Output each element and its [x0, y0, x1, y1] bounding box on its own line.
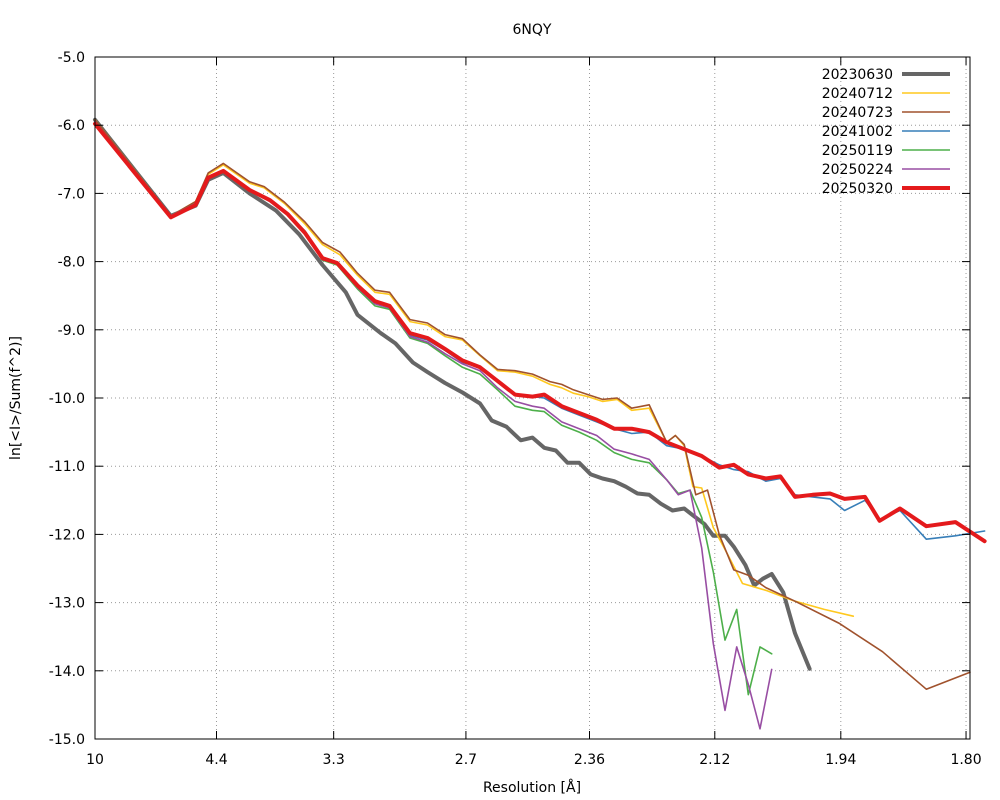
y-tick-label: -11.0	[49, 459, 85, 475]
x-tick-label: 2.7	[455, 752, 477, 768]
y-tick-label: -10.0	[49, 391, 85, 407]
legend-label: 20241002	[822, 124, 893, 140]
series-line-20250224	[94, 121, 773, 730]
y-tick-label: -15.0	[49, 732, 85, 748]
series-line-20250320	[93, 121, 987, 544]
series-line-20240723	[94, 118, 971, 691]
y-tick-label: -6.0	[58, 118, 85, 134]
legend-label: 20250119	[822, 143, 893, 159]
y-axis-label: ln[<I>/Sum(f^2)]	[8, 336, 24, 460]
legend-label: 20230630	[822, 67, 893, 83]
series-line-20250119	[94, 121, 773, 696]
series-layer	[93, 117, 987, 730]
x-tick-label: 1.80	[950, 752, 981, 768]
legend-label: 20240712	[822, 86, 893, 102]
legend-label: 20250224	[822, 162, 893, 178]
x-tick-label: 10	[86, 752, 104, 768]
legend-label: 20250320	[822, 181, 893, 197]
x-tick-label: 4.4	[205, 752, 227, 768]
y-tick-label: -13.0	[49, 596, 85, 612]
y-tick-label: -7.0	[58, 186, 85, 202]
series-line-20230630	[93, 117, 812, 671]
y-tick-label: -5.0	[58, 50, 85, 66]
x-axis-label: Resolution [Å]	[483, 779, 581, 796]
y-tick-label: -14.0	[49, 664, 85, 680]
series-line-20240712	[94, 118, 855, 618]
y-tick-label: -9.0	[58, 323, 85, 339]
x-tick-label: 3.3	[323, 752, 345, 768]
legend: 20230630 20240712 20240723 20241002 20250119…	[822, 67, 950, 197]
legend-label: 20240723	[822, 105, 893, 121]
x-tick-label: 1.94	[825, 752, 856, 768]
chart-title: 6NQY	[513, 22, 552, 38]
y-tick-label: -8.0	[58, 255, 85, 271]
x-tick-label: 2.36	[574, 752, 605, 768]
y-tick-label: -12.0	[49, 527, 85, 543]
axis-ticks: -5.0 -6.0 -7.0 -8.0 -9.0 -10.0 -11.0 -12.0 -13.0…	[49, 50, 982, 768]
x-tick-label: 2.12	[699, 752, 730, 768]
